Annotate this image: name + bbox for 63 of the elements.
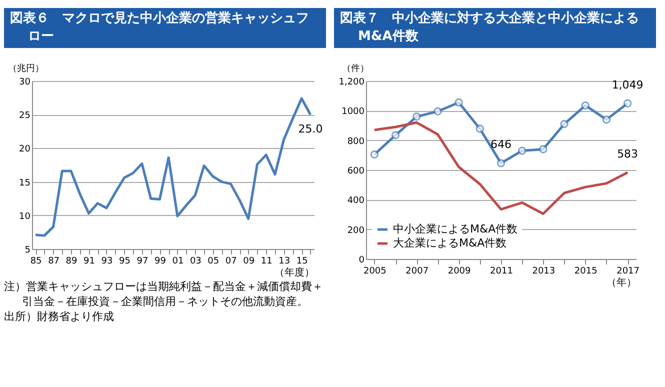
- x-axis-title: （年）: [606, 276, 636, 288]
- x-tick-label: 85: [30, 256, 42, 266]
- x-tick-label: 2017: [616, 266, 640, 276]
- y-tick-label: 200: [347, 226, 365, 236]
- x-tick-label: 89: [66, 256, 78, 266]
- chart-title: 図表６ マクロで見た中小企業の営業キャッシュフロー: [4, 8, 326, 48]
- y-tick-label: 20: [19, 144, 31, 155]
- data-label: 25.0: [298, 122, 323, 136]
- point: [581, 101, 590, 110]
- point: [391, 131, 400, 140]
- y-tick-label: 0: [358, 256, 365, 266]
- x-tick-label: 2007: [406, 266, 429, 276]
- chart-title: 図表７ 中小企業に対する大企業と中小企業によるM&A件数: [334, 8, 656, 48]
- x-tick-label: 91: [84, 256, 95, 266]
- point: [476, 124, 484, 133]
- x-tick-label: 2005: [363, 266, 386, 276]
- point: [518, 146, 526, 155]
- x-tick-label: 13: [278, 256, 290, 266]
- x-tick-label: 2013: [532, 266, 556, 276]
- y-tick-label: 400: [347, 196, 365, 206]
- x-tick-label: 2011: [490, 266, 513, 276]
- point: [602, 115, 611, 124]
- x-tick-label: 2015: [574, 266, 598, 276]
- x-tick-label: 93: [101, 256, 113, 266]
- x-tick-label: 11: [260, 256, 272, 266]
- y-tick-label: 15: [19, 178, 30, 188]
- x-tick-label: 2009: [448, 266, 472, 276]
- x-tick-label: 87: [48, 256, 60, 266]
- x-tick-label: 95: [119, 256, 130, 266]
- point: [623, 99, 632, 108]
- x-tick-label: 03: [190, 256, 202, 266]
- point: [560, 120, 568, 128]
- x-tick-label: 01: [172, 256, 184, 266]
- data-label: 1,049: [612, 78, 644, 92]
- text: 出所）財務省より作成: [4, 309, 115, 324]
- point: [539, 145, 548, 154]
- y-tick-label: 1000: [342, 107, 365, 118]
- x-tick-label: 97: [136, 256, 148, 266]
- y-tick-label: 10: [19, 212, 31, 222]
- y-tick-label: 600: [347, 166, 365, 176]
- point: [412, 112, 421, 121]
- y-tick-label: 1,200: [338, 78, 365, 88]
- x-axis-title: （年度）: [274, 266, 314, 278]
- y-axis-title: （件）: [342, 63, 369, 74]
- legend-label: 大企業によるM&A件数: [393, 236, 507, 250]
- x-tick-label: 07: [225, 256, 237, 266]
- y-tick-label: 5: [24, 246, 30, 256]
- data-label: 583: [617, 148, 638, 161]
- point: [434, 107, 442, 116]
- point: [454, 98, 463, 107]
- x-tick-label: 05: [208, 256, 220, 266]
- x-tick-label: 15: [296, 256, 308, 266]
- x-tick-label: 99: [154, 256, 166, 266]
- y-axis-title: （兆円）: [8, 63, 44, 74]
- y-tick-label: 30: [19, 78, 31, 88]
- point: [370, 150, 379, 159]
- point: [496, 159, 506, 168]
- legend-label: 中小企業によるM&A件数: [393, 222, 518, 236]
- x-tick-label: 09: [243, 256, 255, 266]
- data-label: 646: [490, 138, 512, 152]
- y-tick-label: 25: [19, 111, 30, 122]
- y-tick-label: 800: [347, 136, 365, 147]
- text: 注）営業キャッシュフローは当期純利益－配当金＋減価償却費＋引当金－在庫投資－企業間信用－ネットその他流動資産。: [4, 279, 324, 309]
